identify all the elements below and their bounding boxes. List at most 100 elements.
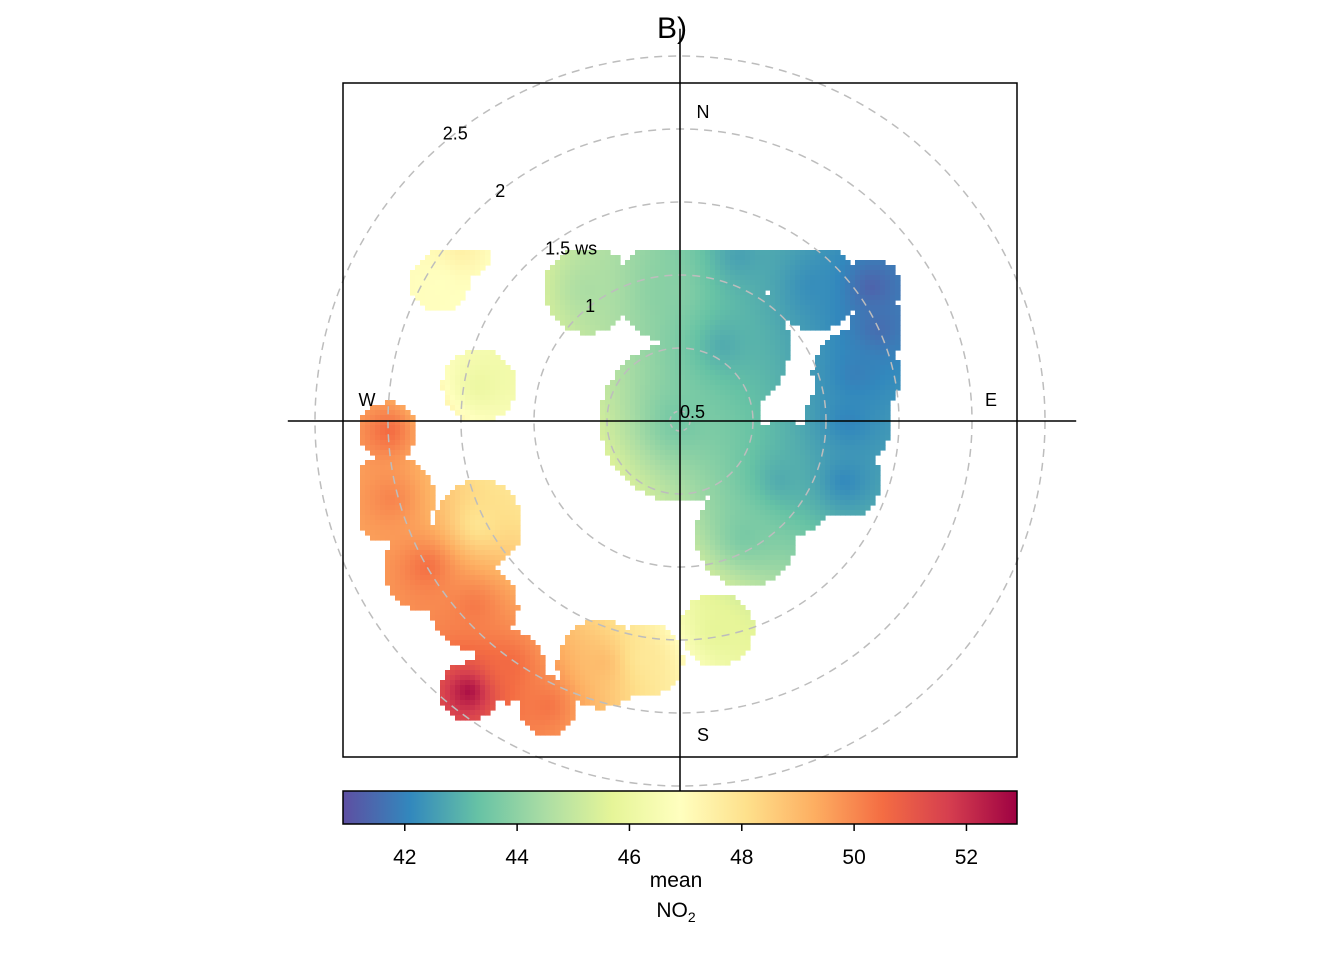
heat-cell bbox=[690, 405, 696, 411]
heat-cell bbox=[495, 680, 501, 686]
heat-cell bbox=[645, 365, 651, 371]
heat-cell bbox=[845, 370, 851, 376]
heat-cell bbox=[485, 620, 491, 626]
heat-cell bbox=[695, 350, 701, 356]
heat-cell bbox=[820, 360, 826, 366]
heat-cell bbox=[475, 630, 481, 636]
heat-cell bbox=[705, 430, 711, 436]
heat-cell bbox=[775, 550, 781, 556]
heat-cell bbox=[690, 465, 696, 471]
heat-cell bbox=[435, 585, 441, 591]
heatmap-surface bbox=[360, 250, 901, 736]
heat-cell bbox=[885, 395, 891, 401]
heat-cell bbox=[735, 505, 741, 511]
heat-cell bbox=[620, 405, 626, 411]
heat-cell bbox=[605, 635, 611, 641]
heat-cell bbox=[725, 595, 731, 601]
heat-cell bbox=[845, 440, 851, 446]
heat-cell bbox=[430, 605, 436, 611]
heat-cell bbox=[815, 260, 821, 266]
heat-cell bbox=[745, 440, 751, 446]
heat-cell bbox=[545, 290, 551, 296]
heat-cell bbox=[865, 455, 871, 461]
heat-cell bbox=[670, 270, 676, 276]
heat-cell bbox=[860, 410, 866, 416]
heat-cell bbox=[455, 375, 461, 381]
heat-cell bbox=[530, 685, 536, 691]
heat-cell bbox=[500, 630, 506, 636]
heat-cell bbox=[450, 530, 456, 536]
heat-cell bbox=[845, 270, 851, 276]
heat-cell bbox=[690, 620, 696, 626]
heat-cell bbox=[380, 410, 386, 416]
heat-cell bbox=[735, 320, 741, 326]
heat-cell bbox=[585, 325, 591, 331]
heat-cell bbox=[660, 380, 666, 386]
heat-cell bbox=[695, 320, 701, 326]
heat-cell bbox=[705, 630, 711, 636]
heat-cell bbox=[455, 270, 461, 276]
heat-cell bbox=[440, 535, 446, 541]
heat-cell bbox=[600, 620, 606, 626]
heat-cell bbox=[630, 425, 636, 431]
heat-cell bbox=[490, 640, 496, 646]
heat-cell bbox=[505, 525, 511, 531]
heat-cell bbox=[765, 545, 771, 551]
heat-cell bbox=[870, 290, 876, 296]
heat-cell bbox=[580, 640, 586, 646]
heat-cell bbox=[645, 325, 651, 331]
heat-cell bbox=[700, 320, 706, 326]
heat-cell bbox=[450, 585, 456, 591]
heat-cell bbox=[865, 420, 871, 426]
heat-cell bbox=[365, 510, 371, 516]
heat-cell bbox=[390, 490, 396, 496]
heat-cell bbox=[750, 535, 756, 541]
heat-cell bbox=[670, 650, 676, 656]
heat-cell bbox=[660, 340, 666, 346]
heat-cell bbox=[690, 485, 696, 491]
heat-cell bbox=[640, 425, 646, 431]
heat-cell bbox=[445, 275, 451, 281]
heat-cell bbox=[575, 255, 581, 261]
heat-cell bbox=[730, 580, 736, 586]
heat-cell bbox=[560, 305, 566, 311]
heat-cell bbox=[605, 270, 611, 276]
heat-cell bbox=[780, 435, 786, 441]
heat-cell bbox=[870, 280, 876, 286]
heat-cell bbox=[650, 280, 656, 286]
heat-cell bbox=[720, 470, 726, 476]
heat-cell bbox=[700, 370, 706, 376]
heat-cell bbox=[685, 305, 691, 311]
heat-cell bbox=[720, 285, 726, 291]
heat-cell bbox=[840, 455, 846, 461]
heat-cell bbox=[810, 430, 816, 436]
heat-cell bbox=[475, 625, 481, 631]
heat-cell bbox=[475, 480, 481, 486]
heat-cell bbox=[715, 525, 721, 531]
heat-cell bbox=[755, 310, 761, 316]
heat-cell bbox=[550, 310, 556, 316]
heat-cell bbox=[860, 270, 866, 276]
heat-cell bbox=[810, 280, 816, 286]
heat-cell bbox=[495, 405, 501, 411]
heat-cell bbox=[380, 530, 386, 536]
heat-cell bbox=[825, 455, 831, 461]
heat-cell bbox=[565, 665, 571, 671]
heat-cell bbox=[400, 460, 406, 466]
heat-cell bbox=[500, 510, 506, 516]
heat-cell bbox=[415, 575, 421, 581]
heat-cell bbox=[875, 365, 881, 371]
heat-cell bbox=[695, 250, 701, 256]
heat-cell bbox=[435, 610, 441, 616]
heat-cell bbox=[775, 275, 781, 281]
heat-cell bbox=[425, 300, 431, 306]
heat-cell bbox=[710, 345, 716, 351]
heat-cell bbox=[630, 430, 636, 436]
heat-cell bbox=[850, 365, 856, 371]
heat-cell bbox=[735, 640, 741, 646]
heat-cell bbox=[890, 325, 896, 331]
heat-cell bbox=[780, 310, 786, 316]
heat-cell bbox=[760, 425, 766, 431]
heat-cell bbox=[790, 535, 796, 541]
heat-cell bbox=[750, 550, 756, 556]
